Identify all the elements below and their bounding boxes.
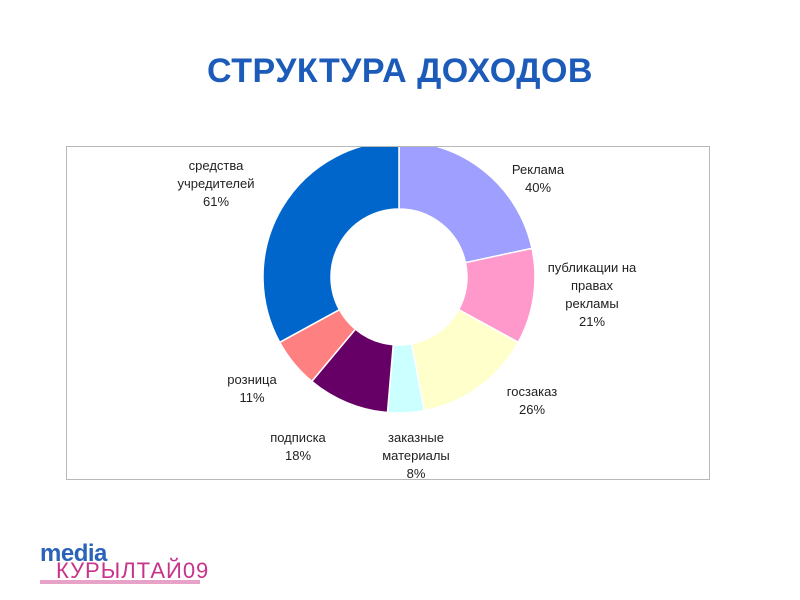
slice-label-line: госзаказ: [506, 384, 558, 399]
slice-label-line: Реклама: [511, 162, 565, 177]
slice-label-line: материалы: [382, 448, 450, 463]
slice-label-line: 21%: [578, 314, 606, 329]
page-title: СТРУКТУРА ДОХОДОВ: [207, 52, 593, 90]
slice-label-zakaznye: заказные материалы 8%: [341, 429, 491, 483]
slice-label-line: 11%: [239, 390, 265, 405]
slice-label-line: 18%: [284, 448, 312, 463]
chart-frame: Реклама 40% публикации на правах рекламы…: [66, 146, 710, 483]
logo-media-text: media: [40, 540, 107, 567]
logo-underline: [40, 580, 200, 584]
slice-label-publikatsii: публикации на правах рекламы 21%: [517, 259, 667, 331]
slice-label-line: 26%: [518, 402, 546, 417]
slice-label-line: подписка: [270, 430, 326, 445]
donut-slice-sredstva: [262, 147, 400, 344]
donut-slice-reklama: [398, 147, 533, 264]
slice-label-line: розница: [227, 372, 277, 387]
slice-label-sredstva: средства учредителей 61%: [141, 157, 291, 211]
slice-label-reklama: Реклама 40%: [463, 161, 613, 197]
slice-label-line: учредителей: [177, 176, 255, 191]
slice-label-line: средства: [188, 158, 244, 173]
slice-label-line: 40%: [524, 180, 552, 195]
slice-label-line: 61%: [202, 194, 230, 209]
donut-chart: [262, 147, 536, 414]
slice-label-line: правах: [571, 278, 613, 293]
slice-label-line: публикации на: [547, 260, 637, 275]
media-kurultai-logo: media КУРЫЛТАЙ09: [40, 540, 240, 590]
slice-label-goszakaz: госзаказ 26%: [457, 383, 607, 419]
slice-label-roznitsa: розница 11%: [177, 371, 327, 407]
slice-label-podpiska: подписка 18%: [223, 429, 373, 465]
slice-label-line: 8%: [406, 466, 426, 481]
slice-label-line: рекламы: [565, 296, 619, 311]
slice-label-line: заказные: [388, 430, 444, 445]
logo-kurultai-text: КУРЫЛТАЙ09: [56, 558, 210, 583]
